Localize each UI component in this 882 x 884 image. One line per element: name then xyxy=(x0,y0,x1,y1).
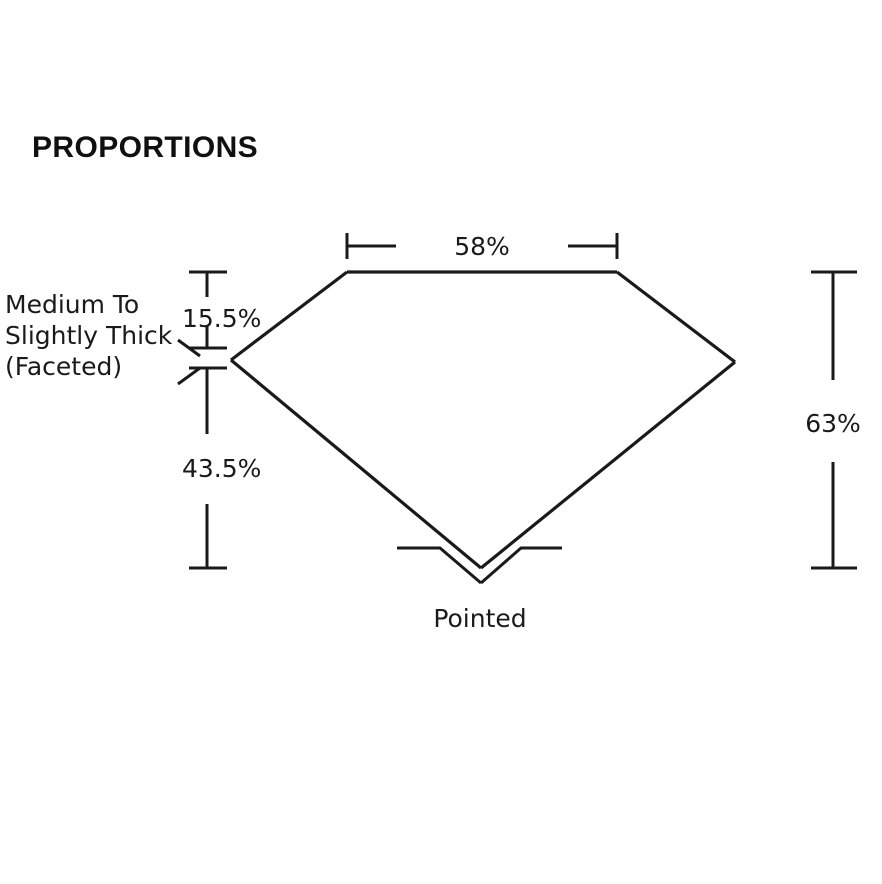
culet-label: Pointed xyxy=(433,604,526,633)
dimension-table-width: 58% xyxy=(345,232,619,261)
crown-right-slope xyxy=(616,270,736,364)
culet-leader-left xyxy=(397,546,482,585)
crown-label-line-2: Slightly Thick xyxy=(5,321,173,350)
crown-label-line-1: Medium To xyxy=(5,290,139,319)
crown-thickness-label: Medium To Slightly Thick (Faceted) xyxy=(5,290,173,381)
dimension-total-depth: 63% xyxy=(805,270,861,570)
break-stroke-lower xyxy=(177,366,201,386)
page-title: PROPORTIONS xyxy=(32,131,259,164)
pavilion-left-slope xyxy=(229,358,483,570)
dimension-pavilion-depth: 43.5% xyxy=(182,368,261,570)
crown-left-slope xyxy=(230,270,348,362)
pavilion-depth-value: 43.5% xyxy=(182,454,261,483)
gem-outline xyxy=(229,270,737,570)
break-stroke-upper xyxy=(177,338,201,358)
total-depth-value: 63% xyxy=(805,409,861,438)
crown-height-value: 15.5% xyxy=(182,304,261,333)
dimension-crown-height: 15.5% xyxy=(182,270,261,350)
culet-leader-right xyxy=(480,546,562,585)
pavilion-right-slope xyxy=(479,360,737,570)
culet-leader-lines xyxy=(397,546,562,585)
table-width-value: 58% xyxy=(454,232,510,261)
crown-label-line-3: (Faceted) xyxy=(5,352,122,381)
